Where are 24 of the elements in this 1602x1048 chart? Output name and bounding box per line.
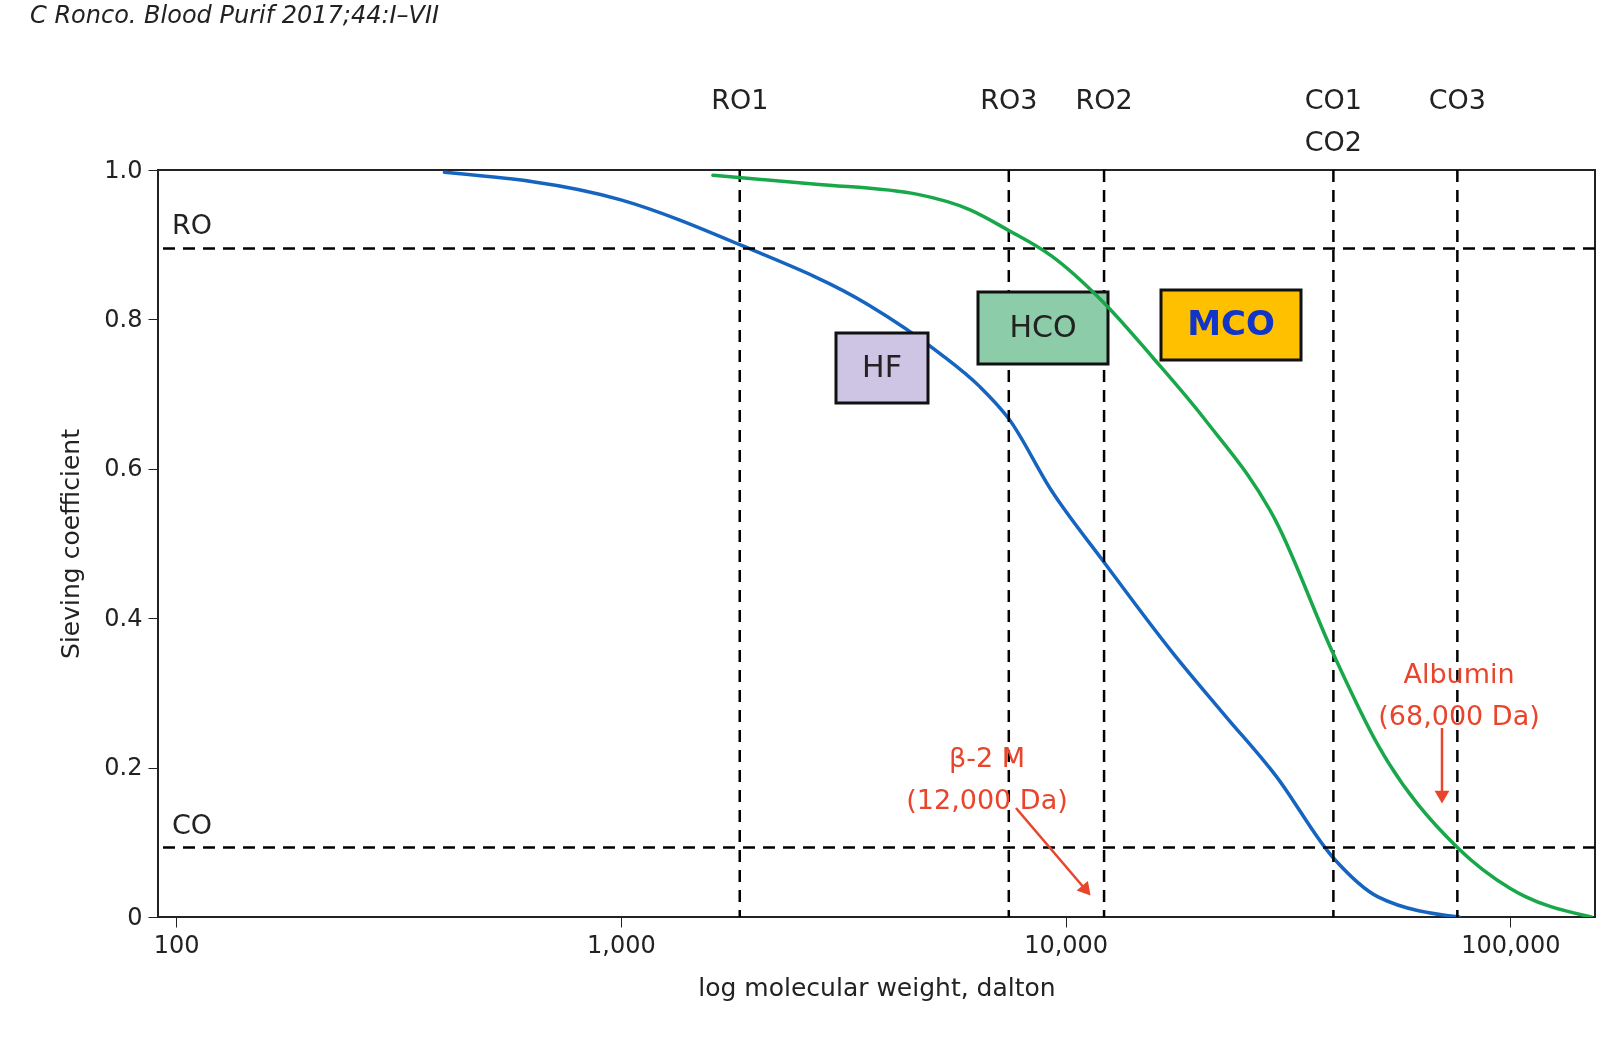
text: C Ronco. Blood Purif 2017;44:I–VII — [30, 1, 440, 29]
y-tick-label: 0.4 — [104, 603, 143, 632]
ref-line-label: CO — [172, 808, 213, 840]
x-axis-title: log molecular weight, dalton — [698, 972, 1056, 1002]
x-tick-label: 100 — [153, 930, 200, 959]
ref-line-label: RO — [172, 209, 213, 241]
annotation: β-2 M (12,000 Da) — [906, 742, 1068, 815]
x-tick-label: 100,000 — [1461, 930, 1561, 959]
x-tick-label: 10,000 — [1024, 930, 1109, 959]
annotation: HF — [862, 349, 902, 384]
ref-line-label: CO1 CO2 — [1304, 84, 1363, 157]
y-axis-title: Sieving coefficient — [56, 428, 86, 659]
y-tick-label: 1.0 — [104, 155, 143, 184]
y-tick-label: 0 — [127, 902, 143, 931]
y-tick-label: 0.2 — [104, 753, 143, 782]
ref-line-label: RO2 — [1075, 84, 1133, 115]
ref-line-label: CO3 — [1428, 84, 1486, 115]
annotation: MCO — [1187, 303, 1275, 343]
annotation: HCO — [1009, 309, 1077, 344]
ref-line-label: RO1 — [711, 84, 769, 115]
x-tick-label: 1,000 — [587, 930, 656, 959]
y-tick-label: 0.6 — [104, 454, 143, 483]
ref-line-label: RO3 — [980, 84, 1038, 115]
y-tick-label: 0.8 — [104, 304, 143, 333]
